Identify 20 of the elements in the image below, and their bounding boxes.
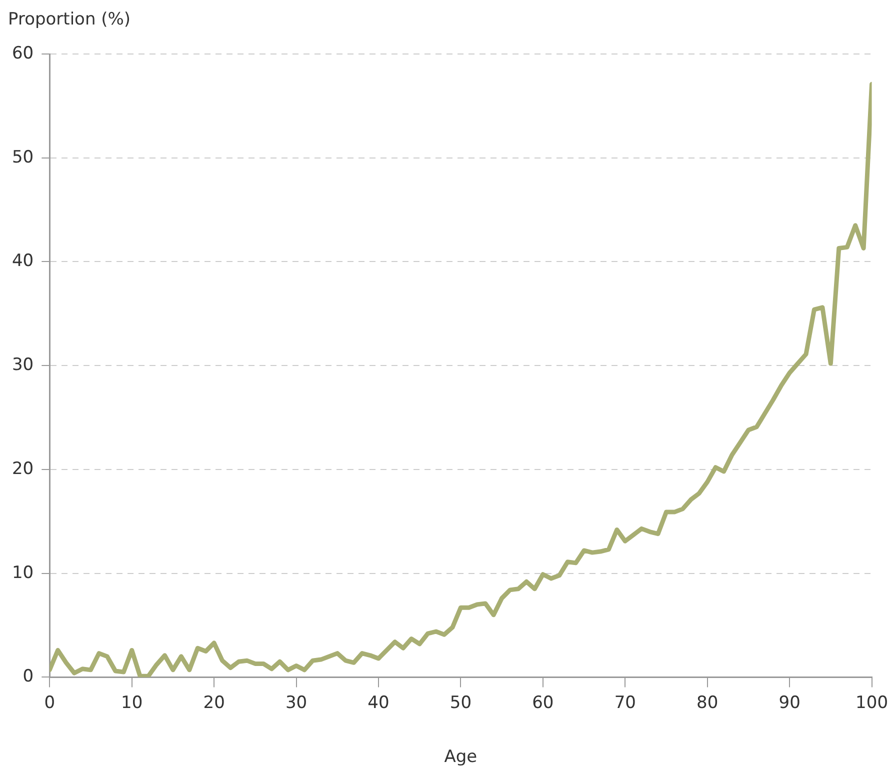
x-tick-label: 10 xyxy=(121,692,143,713)
x-tick-label: 70 xyxy=(614,692,636,713)
x-tick-label: 100 xyxy=(856,692,888,713)
y-tick-label: 50 xyxy=(12,147,34,168)
x-tick-label: 50 xyxy=(450,692,472,713)
y-axis-title: Proportion (%) xyxy=(8,9,131,30)
x-tick-label: 60 xyxy=(532,692,554,713)
x-tick-label: 20 xyxy=(203,692,225,713)
x-tick-label: 80 xyxy=(696,692,718,713)
x-tick-label: 30 xyxy=(285,692,308,713)
y-tick-label: 30 xyxy=(12,355,34,376)
x-axis-title: Age xyxy=(444,747,478,768)
x-tick-label: 40 xyxy=(368,692,390,713)
x-tick-label: 0 xyxy=(44,692,56,713)
y-tick-label: 10 xyxy=(12,562,34,583)
y-tick-label: 60 xyxy=(12,43,34,64)
y-tick-label: 0 xyxy=(22,666,34,687)
y-tick-label: 20 xyxy=(12,458,34,479)
y-tick-label: 40 xyxy=(12,251,34,272)
x-tick-label: 90 xyxy=(778,692,800,713)
